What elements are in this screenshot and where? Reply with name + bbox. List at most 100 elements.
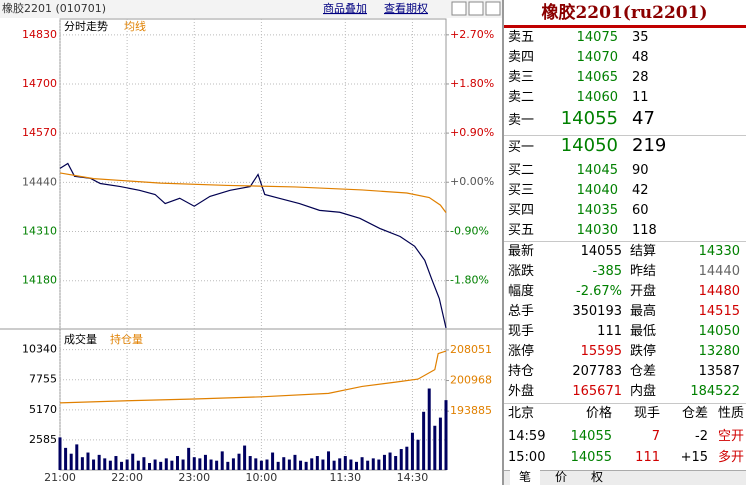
volume-bar	[231, 458, 235, 470]
oi-line	[59, 350, 447, 404]
sep	[503, 403, 746, 404]
volume-bar	[69, 453, 73, 470]
book-price: 14050	[560, 135, 618, 156]
volume-bar	[382, 454, 386, 470]
volume-bar	[410, 432, 414, 470]
stat-value: 165671	[572, 384, 622, 399]
volume-bar	[181, 459, 185, 470]
volume-bar	[58, 437, 62, 470]
tick-header: 现手	[633, 406, 660, 421]
option-link[interactable]: 查看期权	[384, 1, 428, 15]
stat-label: 涨停	[508, 344, 535, 359]
overlay-link[interactable]: 商品叠加	[323, 1, 367, 15]
legend-volume: 成交量	[64, 332, 97, 346]
volume-bar	[142, 457, 146, 470]
tick-cell: -2	[695, 429, 708, 444]
volume-bar	[371, 458, 375, 470]
stat-label: 开盘	[630, 284, 657, 299]
book-volume: 90	[632, 163, 649, 178]
volume-bar	[125, 459, 129, 470]
book-volume: 60	[632, 203, 649, 218]
legend-oi: 持仓量	[110, 332, 143, 346]
tick-cell: 14:59	[508, 429, 546, 444]
volume-bar	[80, 457, 84, 470]
y2-tick-label: 193885	[450, 404, 492, 417]
volume-bar	[422, 411, 426, 470]
volume-bar	[131, 453, 135, 470]
volume-bar	[271, 452, 275, 470]
y2-tick-label: 208051	[450, 343, 492, 356]
y-tick-label: 14700	[22, 77, 57, 90]
volume-bar	[120, 461, 124, 470]
volume-bar	[175, 456, 179, 470]
sep	[503, 241, 746, 242]
y-tick-label: 14570	[22, 126, 57, 139]
nav-button[interactable]	[451, 1, 467, 16]
stat-label: 昨结	[630, 264, 657, 279]
book-volume: 219	[632, 135, 667, 156]
book-label: 买三	[508, 183, 535, 198]
tab[interactable]: 权	[590, 470, 603, 484]
x-tick-label: 11:30	[329, 471, 361, 484]
tick-cell: 15:00	[508, 450, 546, 465]
volume-bar	[237, 453, 241, 470]
volume-bar	[276, 461, 280, 470]
volume-bar	[438, 417, 442, 470]
panel-title: 橡胶2201(ru2201)	[541, 3, 708, 23]
book-price: 14065	[576, 70, 618, 85]
title-rule	[503, 25, 746, 28]
book-price: 14055	[560, 108, 618, 129]
volume-bar	[315, 456, 319, 470]
stat-label: 结算	[630, 244, 657, 259]
volume-bar	[332, 460, 336, 470]
plot-frame	[59, 18, 447, 471]
x-tick-label: 10:00	[246, 471, 278, 484]
y-tick-label: 14310	[22, 225, 57, 238]
stat-label: 现手	[508, 324, 535, 339]
stat-label: 跌停	[630, 344, 657, 359]
volume-bar	[433, 425, 437, 470]
stat-value: 15595	[580, 344, 622, 359]
stat-value: 350193	[572, 304, 622, 319]
volume-bar	[259, 460, 263, 470]
volume-bar	[148, 463, 152, 470]
stat-value: 13587	[698, 364, 740, 379]
volume-bar	[114, 456, 118, 470]
x-tick-label: 23:00	[178, 471, 210, 484]
x-tick-label: 14:30	[397, 471, 429, 484]
stat-value: 14515	[698, 304, 740, 319]
tick-cell: +15	[680, 450, 708, 465]
tick-header: 价格	[585, 406, 612, 421]
book-label: 卖三	[508, 70, 535, 85]
tab[interactable]: 笔	[510, 470, 540, 485]
volume-bar	[405, 446, 409, 470]
book-label: 买一	[508, 140, 535, 155]
tick-cell: 14055	[570, 429, 612, 444]
volume-bar	[254, 458, 258, 470]
nav-button[interactable]	[468, 1, 484, 16]
tick-cell: 14055	[570, 450, 612, 465]
volume-bar	[399, 449, 403, 470]
book-price: 14035	[576, 203, 618, 218]
volume-bar	[243, 445, 247, 470]
volume-bar	[108, 460, 112, 470]
legend-avg: 均线	[124, 19, 146, 33]
y-tick-label: 7755	[29, 373, 57, 386]
book-volume: 48	[632, 50, 649, 65]
volume-bar	[349, 459, 353, 470]
volume-bar	[416, 439, 420, 470]
nav-button[interactable]	[485, 1, 501, 16]
nav-buttons	[451, 1, 501, 16]
stat-label: 总手	[508, 304, 535, 319]
y-tick-label: 10340	[22, 343, 57, 356]
stat-label: 涨跌	[508, 264, 535, 279]
tab[interactable]: 价	[554, 470, 567, 484]
sep	[503, 135, 746, 136]
volume-bar	[164, 458, 168, 470]
tick-cell: 多开	[717, 450, 744, 465]
panel-border	[503, 0, 504, 485]
volume-bar	[388, 452, 392, 470]
volume-bar	[354, 461, 358, 470]
stat-value: 13280	[698, 344, 740, 359]
